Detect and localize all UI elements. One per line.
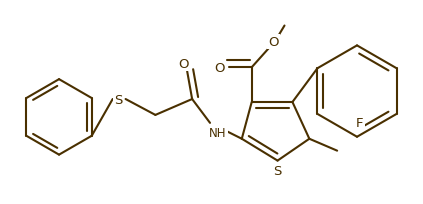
Text: O: O [215, 61, 225, 74]
Text: F: F [356, 117, 364, 130]
Text: S: S [273, 164, 282, 177]
Text: O: O [178, 58, 188, 70]
Text: O: O [268, 36, 279, 49]
Text: S: S [115, 93, 123, 106]
Text: NH: NH [209, 127, 227, 140]
